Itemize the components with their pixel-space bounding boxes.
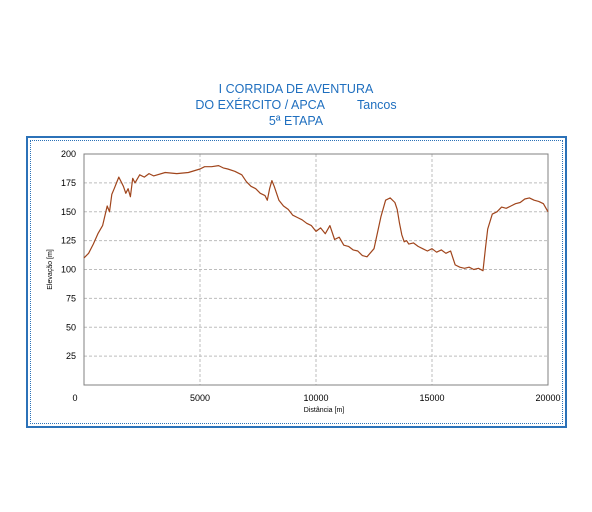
x-tick-labels: 5000 10000 15000 20000	[190, 393, 561, 403]
y-tick-label: 50	[66, 322, 76, 332]
y-tick-label: 200	[61, 149, 76, 159]
x-tick-label: 20000	[535, 393, 560, 403]
plot-area	[83, 153, 549, 386]
y-tick-label: 125	[61, 236, 76, 246]
y-axis-label: Elevação [m]	[47, 249, 54, 290]
y-tick-label: 150	[61, 207, 76, 217]
chart-title-stage: 5ª ETAPA	[268, 114, 324, 128]
chart-title-line-2: DO EXÉRCITO / APCA Tancos	[0, 97, 592, 113]
origin-tick-label: 0	[72, 393, 77, 403]
grid-lines	[84, 153, 548, 385]
x-tick-label: 10000	[303, 393, 328, 403]
y-tick-label: 25	[66, 351, 76, 361]
chart-frame-inner	[30, 140, 563, 424]
elevation-series-line	[83, 165, 549, 272]
chart-title-location: Tancos	[357, 98, 397, 112]
series-group	[83, 165, 549, 272]
y-tick-label: 75	[66, 293, 76, 303]
chart-title-event: DO EXÉRCITO / APCA	[195, 98, 326, 112]
x-axis-label: Distância [m]	[304, 407, 345, 414]
chart-title-line-1: I CORRIDA DE AVENTURA	[218, 82, 374, 96]
chart-frame	[26, 136, 567, 428]
x-tick-label: 5000	[190, 393, 210, 403]
y-tick-label: 175	[61, 178, 76, 188]
x-tick-label: 15000	[419, 393, 444, 403]
y-tick-labels: 25 50 75 100 125 150 175 200	[61, 149, 76, 361]
y-tick-label: 100	[61, 265, 76, 275]
